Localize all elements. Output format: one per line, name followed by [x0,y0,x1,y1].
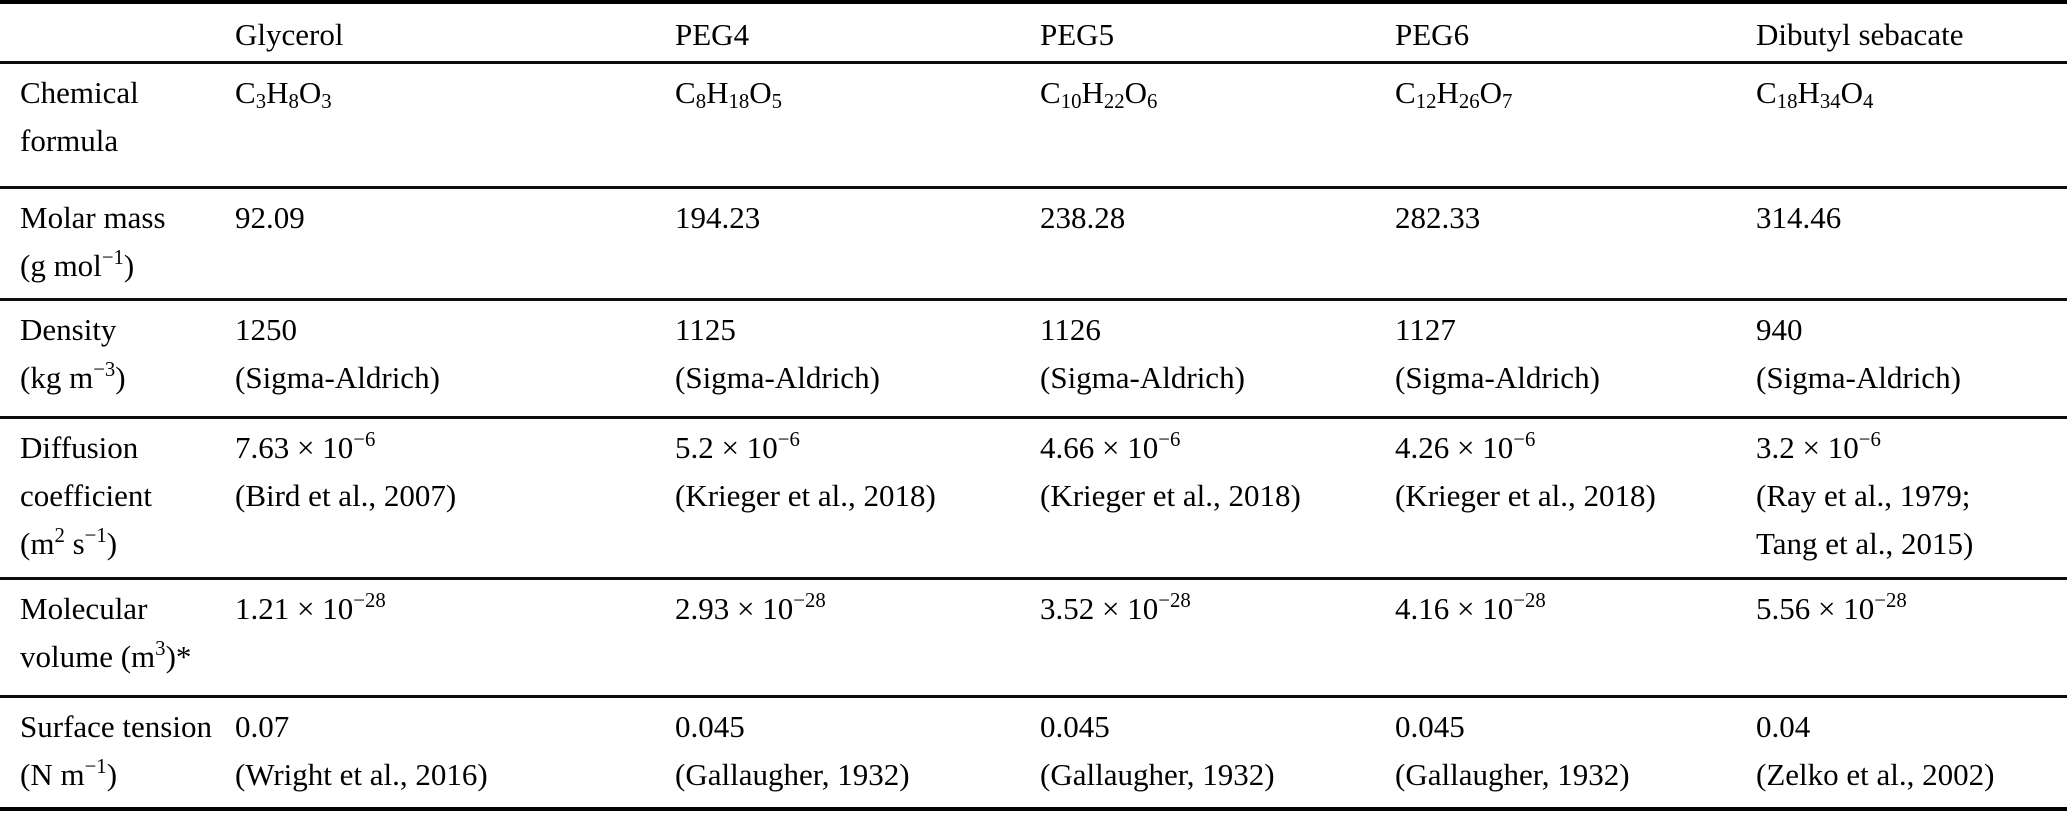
row-label-molecular-volume: Molecular volume (m3)* [20,590,192,674]
table-cell: 4.16 × 10−28 [1395,589,1546,626]
table-cell: 5.2 × 10−6 (Krieger et al., 2018) [675,428,936,513]
table-cell: 0.04 (Zelko et al., 2002) [1756,708,1995,792]
table-cell: 5.56 × 10−28 [1756,589,1907,626]
table-cell: 4.66 × 10−6 (Krieger et al., 2018) [1040,428,1301,513]
table-row-chemical-formula: Chemical formula C3H8O3 C8H18O5 C10H22O6 … [0,62,2067,187]
header-row: Glycerol PEG4 PEG5 PEG6 Dibutyl sebacate [0,2,2067,62]
table-cell: 1125 (Sigma-Aldrich) [675,311,880,395]
table-cell: 194.23 [675,199,761,235]
table-cell: 7.63 × 10−6 (Bird et al., 2007) [235,428,457,513]
row-label-chemical-formula: Chemical formula [20,74,139,158]
table-cell: 1127 (Sigma-Aldrich) [1395,311,1600,395]
table-cell: 314.46 [1756,199,1842,235]
table-cell: 1250 (Sigma-Aldrich) [235,311,440,395]
table-row-molecular-volume: Molecular volume (m3)* 1.21 × 10−28 2.93 … [0,578,2067,696]
table-cell: C3H8O3 [235,74,332,114]
table-cell: 92.09 [235,199,305,235]
table-cell: C12H26O7 [1395,74,1513,114]
table-row-diffusion-coefficient: Diffusion coefficient (m2 s−1) 7.63 × 10−6… [0,417,2067,578]
column-header-peg6: PEG6 [1395,17,1470,52]
table-cell: 1126 (Sigma-Aldrich) [1040,311,1245,395]
row-label-molar-mass: Molar mass (g mol−1) [20,199,166,283]
table-cell: 0.045 (Gallaugher, 1932) [1395,708,1630,792]
column-header-dibutyl-sebacate: Dibutyl sebacate [1756,17,1964,52]
table-cell: 1.21 × 10−28 [235,589,386,626]
table-cell: 3.2 × 10−6 (Ray et al., 1979; Tang et al.,… [1756,428,1974,561]
table-cell: 2.93 × 10−28 [675,589,826,626]
table-cell: 0.045 (Gallaugher, 1932) [1040,708,1275,792]
table-row-molar-mass: Molar mass (g mol−1) 92.09 194.23 238.28 … [0,187,2067,299]
table-cell: 0.07 (Wright et al., 2016) [235,708,488,792]
table-cell: 940 (Sigma-Aldrich) [1756,311,1961,395]
row-label-density: Density (kg m−3) [20,311,126,395]
row-label-surface-tension: Surface tension (N m−1) [20,708,212,792]
plasticizer-properties-table: Glycerol PEG4 PEG5 PEG6 Dibutyl sebacate… [0,0,2067,811]
column-header-peg4: PEG4 [675,17,750,52]
table-row-surface-tension: Surface tension (N m−1) 0.07 (Wright et al… [0,696,2067,809]
table-cell: C18H34O4 [1756,74,1874,114]
table-cell: 0.045 (Gallaugher, 1932) [675,708,910,792]
column-header-glycerol: Glycerol [235,17,344,52]
table-cell: 282.33 [1395,199,1481,235]
table-cell: 3.52 × 10−28 [1040,589,1191,626]
table-row-density: Density (kg m−3) 1250 (Sigma-Aldrich) 1125… [0,299,2067,417]
row-label-diffusion-coefficient: Diffusion coefficient (m2 s−1) [20,429,152,561]
table-cell: C10H22O6 [1040,74,1158,114]
table-cell: 4.26 × 10−6 (Krieger et al., 2018) [1395,428,1656,513]
table-cell: 238.28 [1040,199,1126,235]
column-header-peg5: PEG5 [1040,17,1115,52]
column-header-blank [0,2,235,62]
table-cell: C8H18O5 [675,74,783,114]
